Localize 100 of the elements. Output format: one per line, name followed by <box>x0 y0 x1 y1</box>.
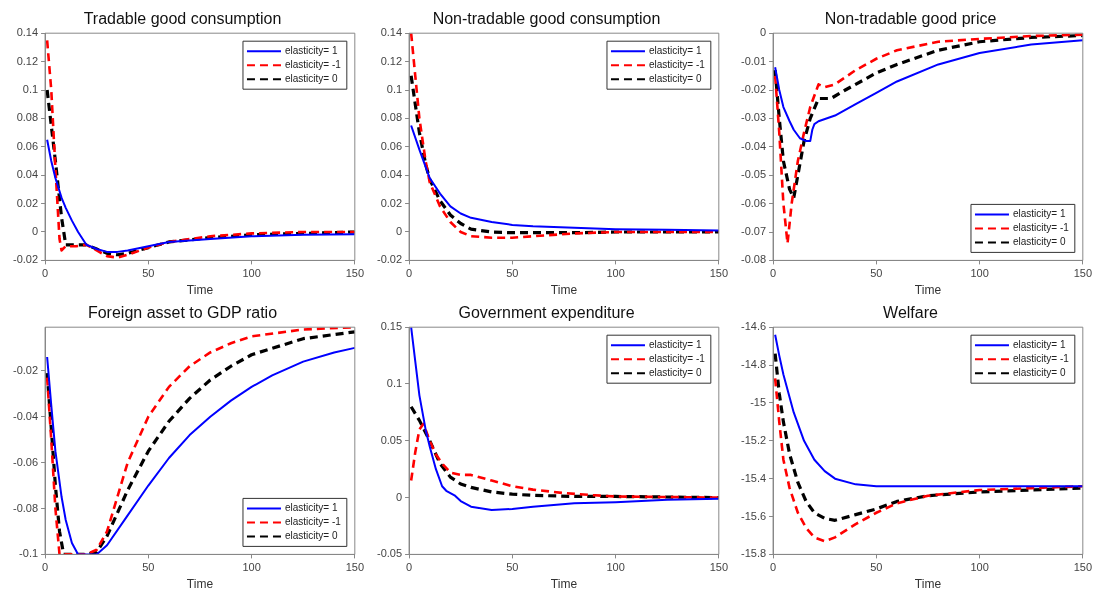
legend-label: elasticity= -1 <box>284 58 342 70</box>
x-tick-label: 100 <box>242 267 261 280</box>
legend-label: elasticity= 0 <box>284 72 338 84</box>
y-tick-label: -0.02 <box>12 363 39 376</box>
y-tick-label: -14.8 <box>740 358 767 371</box>
x-tick-label: 0 <box>770 561 777 574</box>
x-tick-label: 50 <box>506 267 519 280</box>
x-axis-title: Time <box>186 577 214 592</box>
x-tick-label: 100 <box>970 561 989 574</box>
x-axis-title: Time <box>914 283 942 298</box>
y-tick-label: 0.1 <box>386 377 403 390</box>
y-tick-label: 0 <box>31 225 39 238</box>
y-tick-label: 0.02 <box>380 196 403 209</box>
x-tick-label: 0 <box>42 561 49 574</box>
line-series <box>773 33 1083 200</box>
x-axis-title: Time <box>914 577 942 592</box>
y-tick-label: -0.04 <box>12 409 39 422</box>
y-tick-label: -0.07 <box>740 225 767 238</box>
y-tick-label: 0 <box>759 26 767 39</box>
legend-label: elasticity= 1 <box>648 44 702 56</box>
x-tick-label: 0 <box>406 267 413 280</box>
x-axis-title: Time <box>186 283 214 298</box>
x-tick-label: 50 <box>870 561 883 574</box>
y-tick-label: -0.05 <box>376 547 403 560</box>
y-tick-label: 0.12 <box>380 54 403 67</box>
y-tick-label: -15.4 <box>740 471 767 484</box>
legend-label: elasticity= -1 <box>1012 352 1070 364</box>
x-tick-label: 150 <box>1073 561 1092 574</box>
x-tick-label: 50 <box>142 267 155 280</box>
line-series <box>45 88 355 257</box>
y-tick-label: 0.15 <box>380 320 403 333</box>
y-tick-label: 0.1 <box>386 83 403 96</box>
y-tick-label: -15.8 <box>740 547 767 560</box>
chart-title: Non-tradable good consumption <box>432 10 661 28</box>
legend-label: elasticity= 0 <box>284 530 338 542</box>
y-tick-label: -0.06 <box>740 196 767 209</box>
y-tick-label: 0.08 <box>380 111 403 124</box>
y-tick-label: 0.06 <box>16 139 39 152</box>
x-tick-label: 150 <box>345 561 364 574</box>
x-tick-label: 100 <box>970 267 989 280</box>
chart-title: Foreign asset to GDP ratio <box>87 304 278 322</box>
y-tick-label: 0.08 <box>16 111 39 124</box>
y-tick-label: -0.02 <box>12 253 39 266</box>
y-tick-label: -15 <box>750 395 767 408</box>
x-tick-label: 0 <box>406 561 413 574</box>
legend-label: elasticity= 1 <box>1012 338 1066 350</box>
chart-title: Welfare <box>883 304 939 322</box>
y-tick-label: -0.01 <box>740 54 767 67</box>
x-tick-label: 0 <box>42 267 49 280</box>
x-tick-label: 0 <box>770 267 777 280</box>
legend-label: elasticity= 0 <box>648 72 702 84</box>
legend-label: elasticity= 0 <box>648 366 702 378</box>
x-tick-label: 100 <box>606 267 625 280</box>
legend-label: elasticity= -1 <box>1012 222 1070 234</box>
y-tick-label: 0.14 <box>16 26 39 39</box>
y-tick-label: 0 <box>395 490 403 503</box>
legend-label: elasticity= 1 <box>284 502 338 514</box>
y-tick-label: -15.2 <box>740 433 767 446</box>
legend-label: elasticity= -1 <box>648 58 706 70</box>
legend-label: elasticity= -1 <box>284 516 342 528</box>
chart-title: Non-tradable good price <box>824 10 997 28</box>
line-series <box>409 422 719 499</box>
y-tick-label: -0.06 <box>12 455 39 468</box>
y-tick-label: -0.08 <box>12 501 39 514</box>
x-axis-title: Time <box>550 283 578 298</box>
line-series <box>773 352 1083 522</box>
legend-label: elasticity= 0 <box>1012 236 1066 248</box>
y-tick-label: 0.14 <box>380 26 403 39</box>
y-tick-label: -0.1 <box>19 547 39 560</box>
y-tick-label: 0.06 <box>380 139 403 152</box>
legend-label: elasticity= 1 <box>284 44 338 56</box>
y-tick-label: -0.03 <box>740 111 767 124</box>
y-tick-label: 0.04 <box>380 168 403 181</box>
legend-label: elasticity= 1 <box>1012 208 1066 220</box>
x-tick-label: 150 <box>709 267 728 280</box>
x-tick-label: 50 <box>142 561 155 574</box>
line-series <box>409 74 719 235</box>
chart-title: Government expenditure <box>458 304 635 322</box>
y-tick-label: 0.12 <box>16 54 39 67</box>
chart-title: Tradable good consumption <box>83 10 282 28</box>
line-series <box>773 377 1083 543</box>
y-tick-label: -15.6 <box>740 509 767 522</box>
x-tick-label: 50 <box>506 561 519 574</box>
y-tick-label: 0.05 <box>380 433 403 446</box>
y-tick-label: 0.04 <box>16 168 39 181</box>
x-axis-title: Time <box>550 577 578 592</box>
y-tick-label: 0 <box>395 225 403 238</box>
x-tick-label: 150 <box>345 267 364 280</box>
y-tick-label: -0.04 <box>740 139 767 152</box>
y-tick-label: 0.02 <box>16 196 39 209</box>
y-tick-label: -14.6 <box>740 320 767 333</box>
line-series <box>773 33 1083 245</box>
x-tick-label: 100 <box>606 561 625 574</box>
legend-label: elasticity= -1 <box>648 352 706 364</box>
x-tick-label: 150 <box>709 561 728 574</box>
y-tick-label: -0.02 <box>740 83 767 96</box>
y-tick-label: -0.08 <box>740 253 767 266</box>
x-tick-label: 100 <box>242 561 261 574</box>
y-tick-label: -0.05 <box>740 168 767 181</box>
legend-label: elasticity= 1 <box>648 338 702 350</box>
